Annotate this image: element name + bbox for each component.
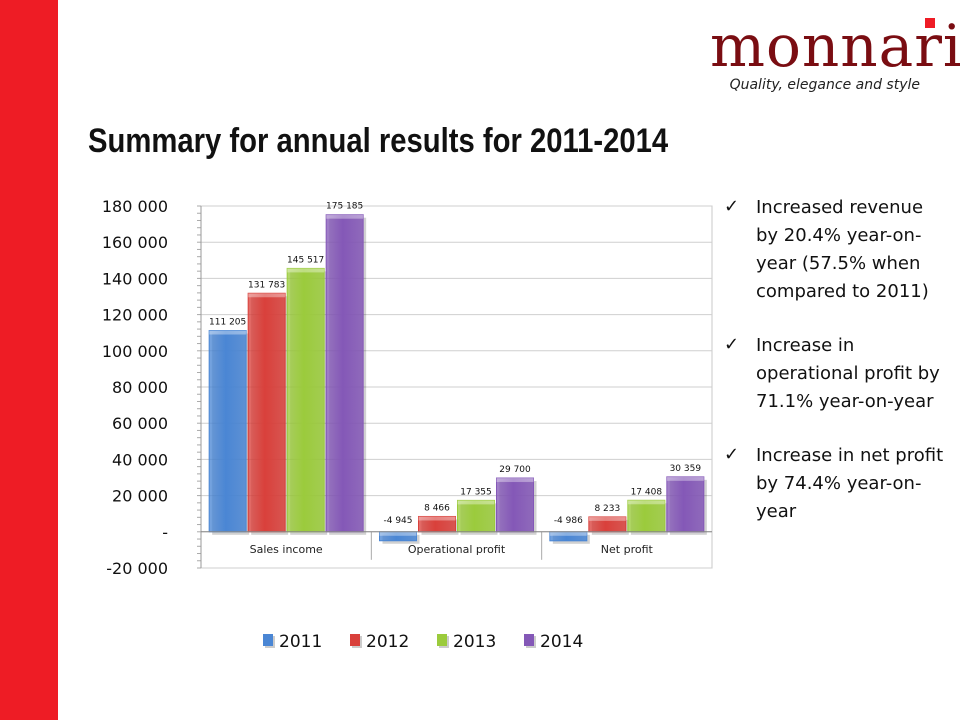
- y-tick-label: 160 000: [102, 233, 168, 252]
- x-tick-label: Net profit: [601, 543, 654, 556]
- data-label: 131 783: [248, 280, 285, 290]
- bar-top-highlight: [496, 478, 534, 483]
- bullet-text: Increase in operational profit by 71.1% …: [756, 335, 940, 412]
- data-label: 175 185: [326, 202, 363, 212]
- bar: [627, 499, 666, 533]
- data-label: 145 517: [287, 255, 324, 265]
- bar-chart: 180 000 160 000 140 000 120 000 100 000 80 00…: [102, 197, 713, 652]
- legend-label: 2013: [453, 632, 496, 652]
- bar-top-highlight: [588, 516, 626, 521]
- y-tick-label: 180 000: [102, 197, 168, 216]
- bullet-item: ✓ Increase in operational profit by 71.1…: [720, 332, 950, 416]
- bar: [208, 330, 247, 533]
- data-label: 17 355: [460, 487, 492, 497]
- bar: [496, 477, 534, 533]
- x-tick-label: Sales income: [250, 543, 323, 556]
- legend-label: 2011: [279, 632, 322, 652]
- bar-top-highlight: [627, 500, 665, 505]
- bar: [457, 499, 495, 533]
- bar-top-highlight: [549, 531, 587, 536]
- data-label: 8 233: [594, 504, 620, 514]
- bar: [325, 214, 364, 533]
- bar-top-highlight: [326, 214, 364, 219]
- y-tick-label: -20 000: [106, 559, 168, 578]
- y-tick-label: 80 000: [112, 378, 168, 397]
- bar-top-highlight: [209, 330, 247, 335]
- legend-label: 2014: [540, 632, 583, 652]
- legend-label: 2012: [366, 632, 409, 652]
- y-tick-label: 140 000: [102, 269, 168, 288]
- data-label: 8 466: [424, 503, 450, 513]
- bar: [247, 292, 286, 533]
- logo-dot: [925, 18, 935, 28]
- logo-wordmark: monnari: [710, 12, 960, 80]
- logo: monnari: [700, 12, 960, 102]
- bullet-text: Increased revenue by 20.4% year-on-year …: [756, 197, 929, 302]
- bar: [286, 267, 325, 533]
- bar-top-highlight: [379, 531, 417, 536]
- data-label: 30 359: [670, 464, 702, 474]
- data-label: 17 408: [631, 487, 663, 497]
- brand-tagline: Quality, elegance and style: [729, 77, 920, 93]
- bullet-item: ✓ Increased revenue by 20.4% year-on-yea…: [720, 194, 950, 306]
- bar: [666, 476, 705, 533]
- data-label: -4 986: [554, 516, 583, 526]
- bar-top-highlight: [418, 516, 456, 521]
- legend-swatch: [263, 634, 273, 646]
- y-tick-label: 120 000: [102, 306, 168, 325]
- legend-swatch: [437, 634, 447, 646]
- accent-side-bar: [0, 0, 58, 720]
- bullet-list: ✓ Increased revenue by 20.4% year-on-yea…: [720, 194, 950, 552]
- y-tick-label: -: [162, 523, 168, 542]
- bar-top-highlight: [248, 293, 286, 298]
- bar-top-highlight: [287, 268, 325, 273]
- y-tick-label: 60 000: [112, 414, 168, 433]
- data-label: -4 945: [383, 516, 412, 526]
- data-label: 111 205: [209, 318, 246, 328]
- check-icon: ✓: [724, 334, 740, 355]
- x-tick-label: Operational profit: [408, 543, 506, 556]
- legend-swatch: [350, 634, 360, 646]
- bar-top-highlight: [666, 476, 704, 481]
- y-tick-label: 40 000: [112, 450, 168, 469]
- legend-swatch: [524, 634, 534, 646]
- bar-top-highlight: [457, 500, 495, 505]
- data-label: 29 700: [499, 465, 531, 475]
- page-title: Summary for annual results for 2011-2014: [88, 122, 669, 160]
- check-icon: ✓: [724, 196, 740, 217]
- y-tick-label: 100 000: [102, 342, 168, 361]
- bullet-item: ✓ Increase in net profit by 74.4% year-o…: [720, 442, 950, 526]
- check-icon: ✓: [724, 444, 740, 465]
- y-tick-label: 20 000: [112, 487, 168, 506]
- bullet-text: Increase in net profit by 74.4% year-on-…: [756, 445, 944, 522]
